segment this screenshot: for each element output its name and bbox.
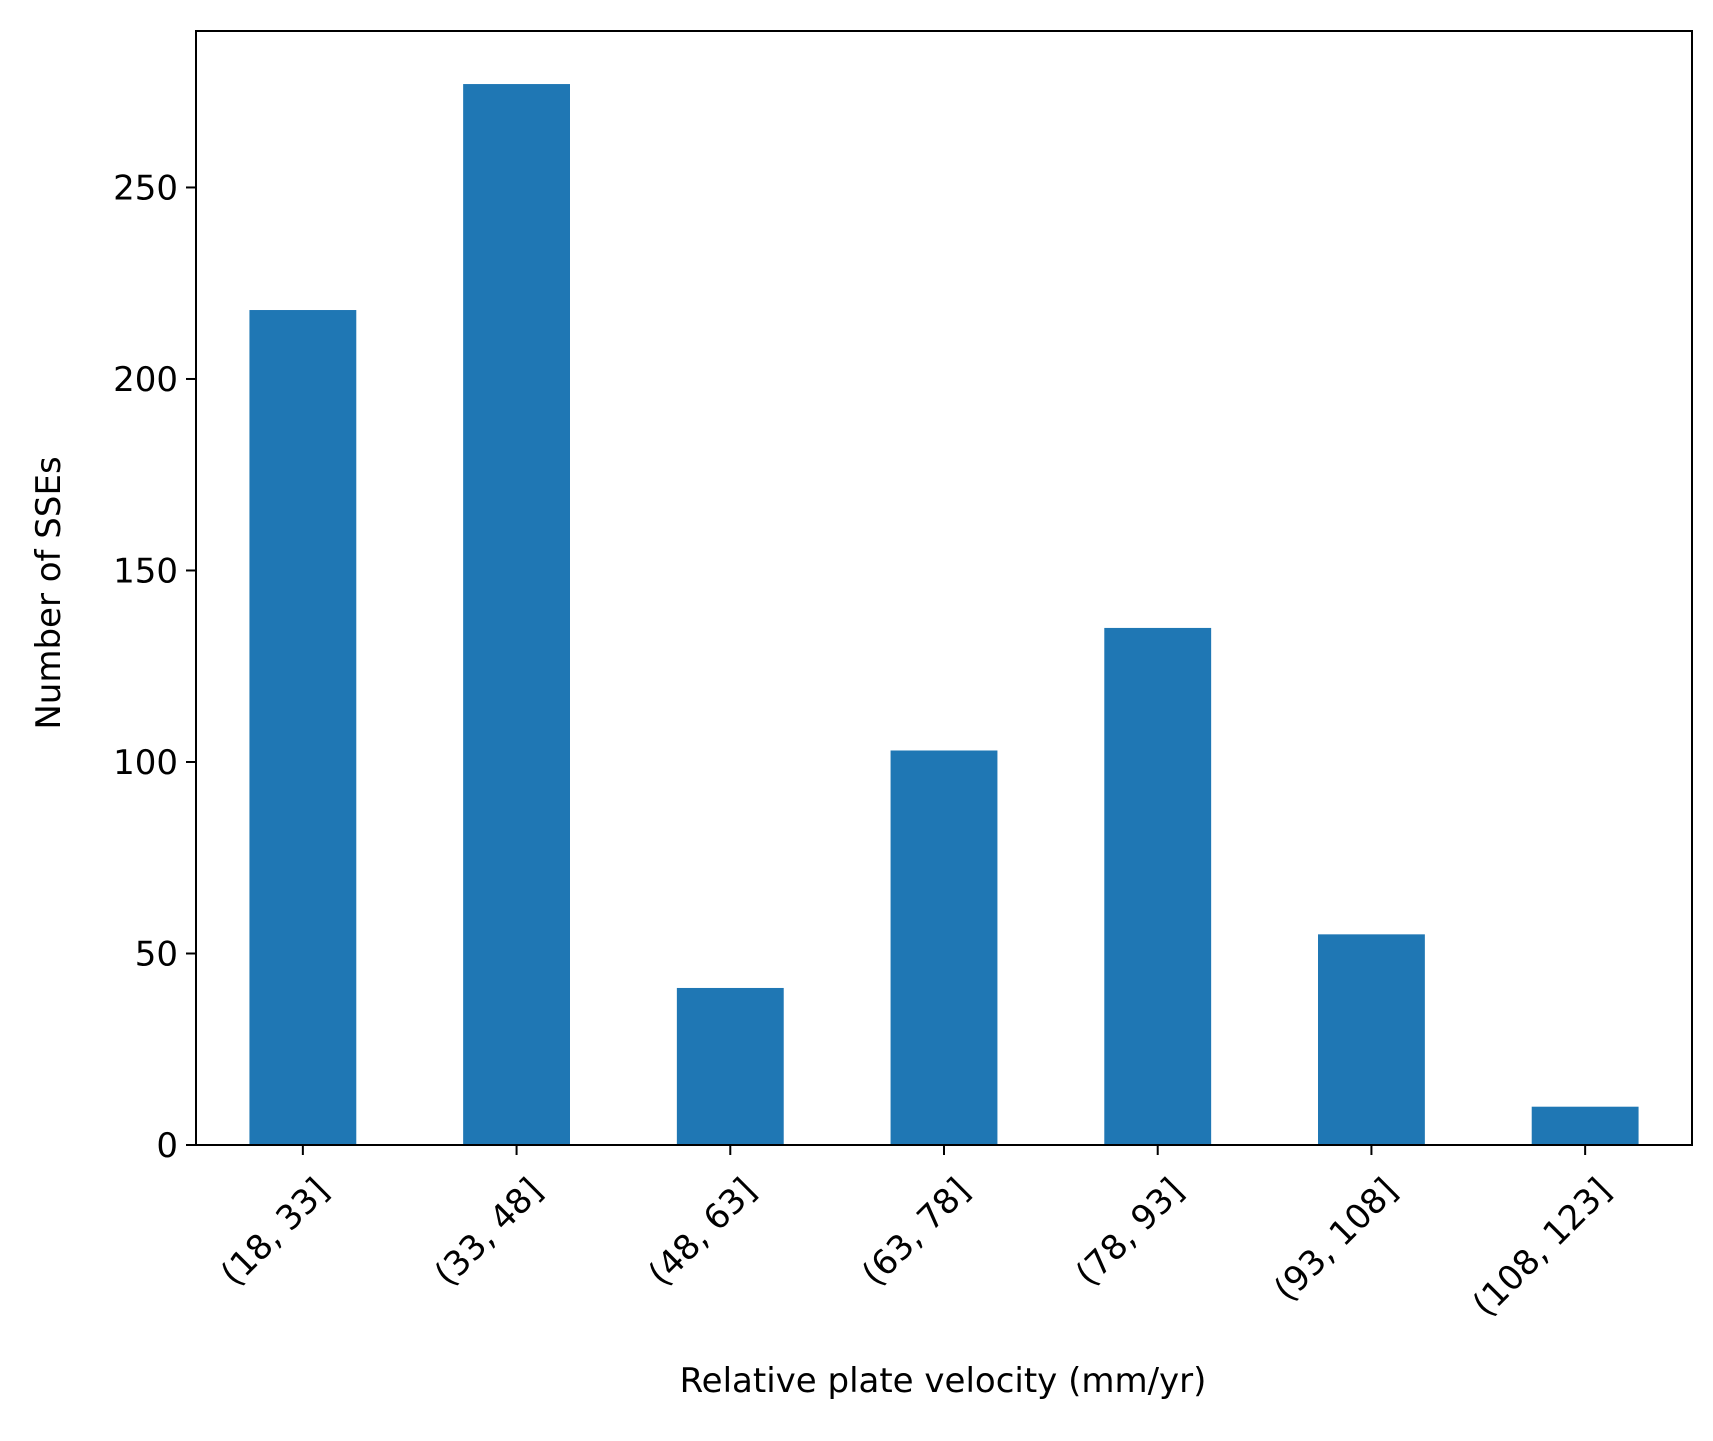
y-tick-label-5: 250 <box>113 168 178 208</box>
x-tick-label-1: (33, 48] <box>427 1171 551 1295</box>
bar-0 <box>249 310 357 1145</box>
x-axis-label: Relative plate velocity (mm/yr) <box>680 1361 1207 1401</box>
bar-1 <box>463 84 570 1145</box>
x-tick-label-3: (63, 78] <box>854 1171 978 1295</box>
y-tick-label-1: 50 <box>135 934 178 974</box>
x-tick-label-6: (108, 123] <box>1465 1171 1619 1325</box>
x-tick-label-5: (93, 108] <box>1267 1171 1406 1310</box>
y-tick-label-0: 0 <box>156 1126 178 1166</box>
y-tick-label-4: 200 <box>113 360 178 400</box>
bars-layer <box>249 84 1639 1145</box>
y-tick-label-2: 100 <box>113 743 178 783</box>
y-tick-label-3: 150 <box>113 551 178 591</box>
y-axis-label: Number of SSEs <box>29 456 69 729</box>
x-tick-label-0: (18, 33] <box>213 1171 337 1295</box>
bar-2 <box>676 987 784 1145</box>
bar-6 <box>1531 1106 1639 1145</box>
bar-5 <box>1318 934 1425 1145</box>
bar-4 <box>1104 627 1212 1145</box>
bar-3 <box>890 750 998 1145</box>
x-tick-label-2: (48, 63] <box>641 1171 765 1295</box>
x-tick-label-4: (78, 93] <box>1068 1171 1192 1295</box>
